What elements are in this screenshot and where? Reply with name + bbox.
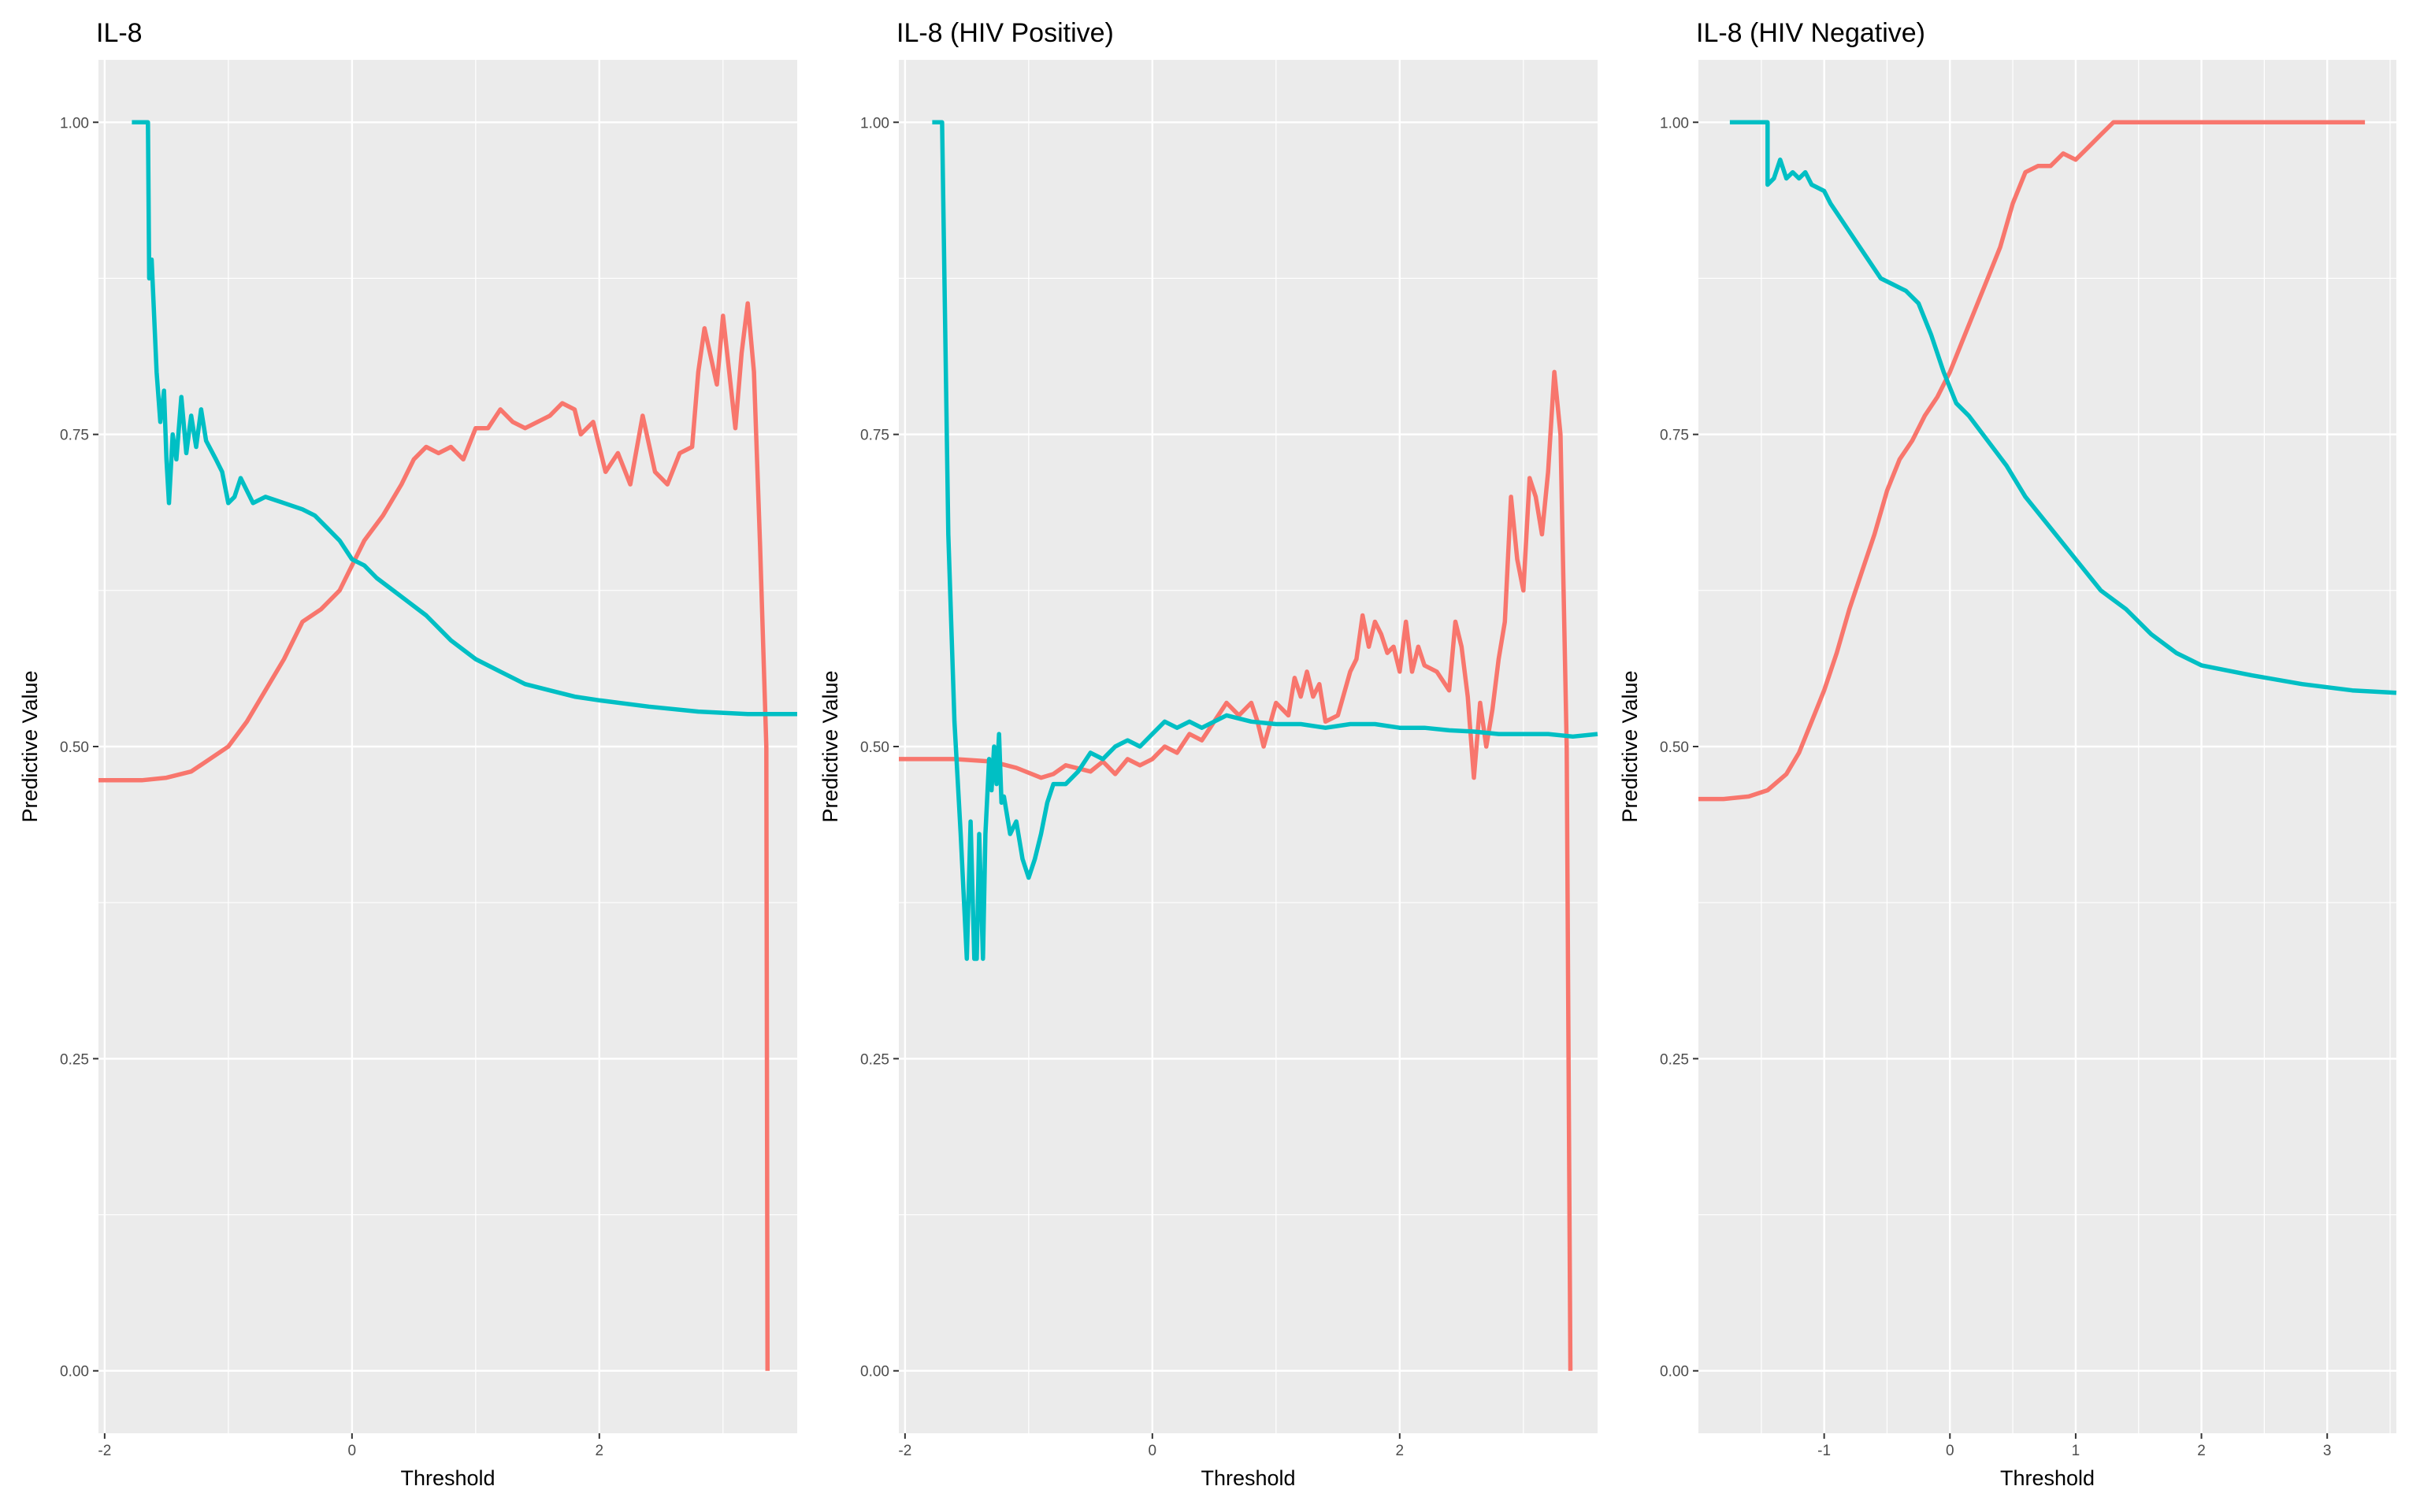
y-tick-label: 0.50 bbox=[1660, 739, 1689, 756]
panel-title: IL-8 bbox=[96, 18, 143, 48]
x-tick-label: -2 bbox=[98, 1443, 111, 1459]
y-tick-label: 0.50 bbox=[860, 739, 889, 756]
y-axis-title: Predictive Value bbox=[18, 670, 42, 822]
series-line-2 bbox=[132, 120, 797, 717]
x-tick-label: -2 bbox=[898, 1443, 911, 1459]
y-tick-label: 1.00 bbox=[1660, 115, 1689, 132]
y-tick-label: 0.00 bbox=[60, 1364, 89, 1380]
y-tick-label: 1.00 bbox=[60, 115, 89, 132]
y-tick-label: 0.75 bbox=[1660, 428, 1689, 444]
x-tick-label: 2 bbox=[596, 1443, 604, 1459]
x-tick-label: 0 bbox=[348, 1443, 357, 1459]
x-tick-label: 2 bbox=[1396, 1443, 1405, 1459]
series-line-2 bbox=[1729, 120, 2397, 695]
x-tick-label: 1 bbox=[2072, 1443, 2080, 1459]
y-tick-label: 1.00 bbox=[860, 115, 889, 132]
y-tick-label: 0.75 bbox=[60, 428, 89, 444]
y-tick-label: 0.00 bbox=[1660, 1364, 1689, 1380]
x-axis-title: Threshold bbox=[400, 1466, 495, 1490]
x-tick-label: -1 bbox=[1817, 1443, 1831, 1459]
x-axis-title: Threshold bbox=[2000, 1466, 2095, 1490]
panel-2: 0.00 0.25 0.50 0.75 1.00 -2 0 2 IL-8 (HIV Positi… bbox=[818, 18, 1598, 1490]
x-axis-title: Threshold bbox=[1201, 1466, 1295, 1490]
x-tick-label: 2 bbox=[2197, 1443, 2206, 1459]
series-line-2 bbox=[932, 120, 1598, 962]
panel-3: 0.00 0.25 0.50 0.75 1.00 -1 0 1 2 3 IL-8 (HIV Nega… bbox=[1618, 18, 2397, 1490]
y-tick-label: 0.25 bbox=[860, 1051, 889, 1068]
x-tick-label: 3 bbox=[2323, 1443, 2332, 1459]
series-line-1 bbox=[899, 369, 1573, 1371]
y-tick-label: 0.75 bbox=[860, 428, 889, 444]
y-axis-title: Predictive Value bbox=[818, 670, 842, 822]
panel-title: IL-8 (HIV Negative) bbox=[1696, 18, 1925, 48]
y-tick-label: 0.50 bbox=[60, 739, 89, 756]
y-tick-label: 0.25 bbox=[1660, 1051, 1689, 1068]
panel-title: IL-8 (HIV Positive) bbox=[896, 18, 1114, 48]
x-tick-label: 0 bbox=[1149, 1443, 1157, 1459]
panel-1: 0.00 0.25 0.50 0.75 1.00 -2 0 2 IL-8 Threshold Pre… bbox=[18, 18, 797, 1490]
x-tick-label: 0 bbox=[1946, 1443, 1954, 1459]
series-line-1 bbox=[1698, 120, 2366, 802]
y-tick-label: 0.25 bbox=[60, 1051, 89, 1068]
y-tick-label: 0.00 bbox=[860, 1364, 889, 1380]
series-line-1 bbox=[98, 301, 770, 1371]
y-axis-title: Predictive Value bbox=[1618, 670, 1642, 822]
